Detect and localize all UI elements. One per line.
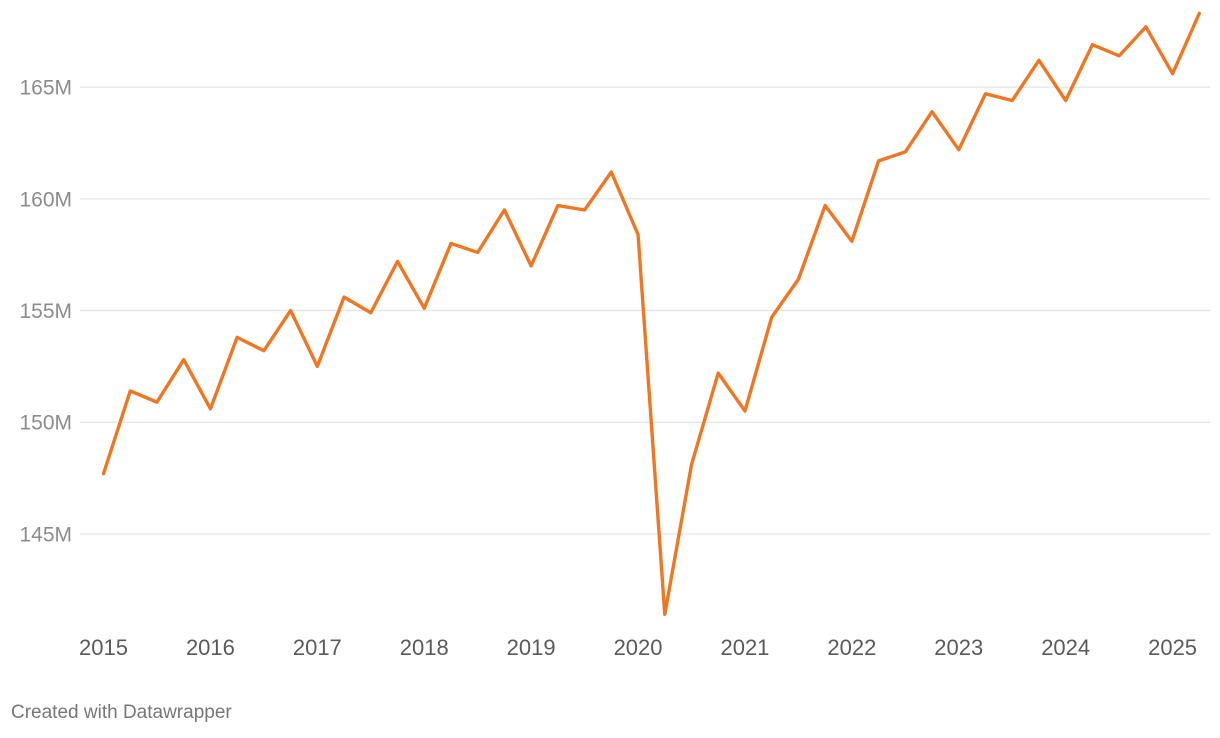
data-point — [100, 470, 108, 478]
y-tick-label: 160M — [19, 188, 72, 211]
x-tick-label: 2016 — [186, 635, 235, 660]
x-tick-label: 2024 — [1041, 635, 1090, 660]
data-point — [206, 405, 214, 413]
data-point — [688, 461, 696, 469]
x-axis: 2015 2016 2017 2018 2019 2020 2021 2022 2023 2024… — [79, 635, 1197, 660]
x-tick-label: 2021 — [720, 635, 769, 660]
data-point — [848, 237, 856, 245]
data-point — [367, 309, 375, 317]
y-tick-label: 155M — [19, 300, 72, 323]
data-point — [1115, 52, 1123, 60]
data-point — [447, 240, 455, 248]
y-axis: 145M 150M 155M 160M 165M — [19, 77, 72, 547]
data-point — [661, 610, 669, 618]
data-point — [1008, 97, 1016, 105]
data-point — [581, 206, 589, 214]
data-point — [741, 407, 749, 415]
data-point — [768, 313, 776, 321]
data-point — [340, 293, 348, 301]
y-tick-label: 150M — [19, 412, 72, 435]
x-tick-label: 2017 — [293, 635, 342, 660]
y-tick-label: 145M — [19, 523, 72, 546]
data-point — [287, 307, 295, 315]
data-point — [1062, 97, 1070, 105]
x-tick-label: 2019 — [507, 635, 556, 660]
data-point — [1142, 23, 1150, 31]
data-point — [153, 398, 161, 406]
data-point — [394, 257, 402, 265]
x-tick-label: 2023 — [934, 635, 983, 660]
series-line — [101, 11, 1202, 617]
data-point — [982, 90, 990, 98]
data-point — [126, 387, 134, 395]
x-tick-label: 2015 — [79, 635, 128, 660]
data-point — [180, 356, 188, 364]
data-point — [1088, 41, 1096, 49]
x-tick-label: 2025 — [1148, 635, 1197, 660]
data-point — [313, 362, 321, 370]
y-tick-label: 165M — [19, 77, 72, 100]
data-point — [474, 248, 482, 256]
x-tick-label: 2018 — [400, 635, 449, 660]
data-point — [1169, 70, 1177, 78]
data-point — [928, 108, 936, 116]
data-point — [233, 333, 241, 341]
data-point — [260, 347, 268, 355]
data-point — [714, 369, 722, 377]
data-point — [901, 148, 909, 156]
data-point — [527, 262, 535, 270]
data-point — [1035, 56, 1043, 64]
data-point — [821, 202, 829, 210]
series-layer — [100, 9, 1203, 618]
credit-text: Created with Datawrapper — [11, 702, 232, 723]
data-point — [554, 202, 562, 210]
data-point — [500, 206, 508, 214]
data-point — [420, 304, 428, 312]
x-tick-label: 2022 — [827, 635, 876, 660]
data-point — [1195, 9, 1203, 17]
data-point — [955, 146, 963, 154]
x-tick-label: 2020 — [614, 635, 663, 660]
data-point — [794, 275, 802, 283]
data-point — [634, 231, 642, 239]
data-point — [875, 157, 883, 165]
data-point — [607, 168, 615, 176]
